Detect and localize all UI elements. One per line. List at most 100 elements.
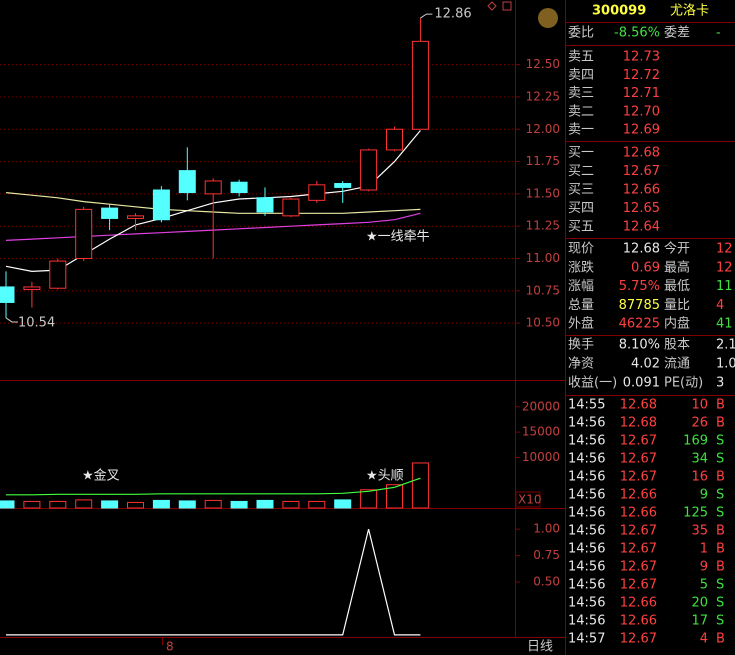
- panel-text: S: [716, 434, 724, 449]
- panel-text: 12.66: [620, 596, 657, 611]
- y-tick-label: 1.00: [533, 522, 560, 536]
- panel-text: 26: [691, 416, 708, 431]
- panel-text: 12.68: [620, 398, 657, 413]
- panel-text: 12.65: [623, 201, 660, 216]
- panel-text: 净资: [568, 357, 594, 372]
- panel-text: 12.64: [623, 220, 660, 235]
- volume-bar: [256, 499, 274, 509]
- panel-text: 现价: [568, 242, 594, 257]
- panel-text: B: [716, 560, 725, 575]
- panel-text: 14:56: [568, 524, 605, 539]
- panel-text: 14:57: [568, 632, 605, 647]
- logo: [538, 8, 558, 28]
- panel-text: 12.70: [623, 104, 660, 119]
- panel-text: 卖二: [568, 104, 594, 119]
- panel-text: 11: [716, 279, 733, 294]
- volume-bar: [204, 499, 222, 509]
- high-label: 12.86: [434, 7, 471, 22]
- panel-text: 8.10%: [619, 338, 660, 353]
- panel-text: 4.02: [631, 357, 660, 372]
- candle-body: [334, 183, 352, 188]
- panel-text: 14:56: [568, 470, 605, 485]
- y-tick-label: 12.25: [526, 89, 560, 103]
- panel-text: 12: [716, 260, 733, 275]
- panel-text: 14:56: [568, 452, 605, 467]
- panel-text: 最低: [664, 279, 690, 294]
- high-pointer: [420, 13, 433, 19]
- panel-text: 0.091: [623, 376, 660, 391]
- volume-bar: [127, 501, 144, 509]
- panel-text: 卖四: [568, 68, 594, 83]
- volume-bar: [0, 500, 15, 509]
- panel-text: 12.68: [623, 242, 660, 257]
- panel-text: PE(动): [664, 376, 703, 391]
- panel-text: 4: [700, 632, 708, 647]
- panel-text: 14:56: [568, 560, 605, 575]
- panel-text: B: [716, 470, 725, 485]
- y-tick-label: 11.50: [526, 186, 560, 200]
- panel-text: B: [716, 524, 725, 539]
- panel-text: 125: [683, 506, 708, 521]
- panel-text: 1: [700, 542, 708, 557]
- panel-text: B: [716, 632, 725, 647]
- panel-text: B: [716, 416, 725, 431]
- y-tick-label: 11.25: [526, 219, 560, 233]
- panel-text: 2.1: [716, 338, 735, 353]
- panel-text: 外盘: [568, 316, 594, 332]
- window-icon[interactable]: [502, 1, 512, 11]
- candle-body: [0, 286, 15, 303]
- panel-text: 10: [691, 398, 708, 413]
- panel-text: 股本: [664, 338, 690, 353]
- candle-body: [204, 180, 222, 195]
- panel-text: 12.71: [623, 86, 660, 101]
- panel-text: 17: [691, 614, 708, 629]
- panel-text: 12.67: [620, 470, 657, 485]
- annotation: ★头顺: [366, 469, 404, 484]
- panel-text: 换手: [568, 338, 594, 353]
- volume-bar: [360, 489, 378, 509]
- panel-text: 买五: [568, 220, 594, 235]
- period-label[interactable]: 日线: [527, 640, 553, 655]
- y-tick-label: 0.75: [533, 548, 560, 562]
- y-tick-label: 20000: [522, 399, 560, 413]
- panel-text: 内盘: [664, 316, 690, 332]
- volume-bar: [411, 462, 429, 509]
- panel-text: 量比: [664, 298, 690, 313]
- panel-text: B: [716, 398, 725, 413]
- panel-text: 12.66: [623, 183, 660, 198]
- low-label: 10.54: [18, 315, 55, 330]
- panel-text: 买四: [568, 201, 594, 216]
- volume-bar: [23, 500, 41, 509]
- panel-text: 87785: [619, 298, 660, 313]
- volume-bar: [101, 500, 119, 509]
- y-tick-label: 11.00: [526, 251, 560, 265]
- panel-text: 12.67: [620, 434, 657, 449]
- panel-text: 委差: [664, 26, 690, 41]
- panel-text: 12.67: [620, 632, 657, 647]
- panel-text: 12.66: [620, 614, 657, 629]
- panel-text: S: [716, 488, 724, 503]
- volume-bar: [49, 500, 67, 509]
- panel-text: 14:56: [568, 542, 605, 557]
- candle-body: [101, 207, 119, 219]
- unit-label: X10: [518, 493, 542, 507]
- panel-text: 4: [716, 298, 724, 313]
- window-icon[interactable]: [487, 1, 497, 11]
- panel-text: S: [716, 506, 724, 521]
- panel-text: 涨跌: [568, 259, 594, 275]
- volume-bar: [178, 500, 196, 509]
- panel-text: 今开: [664, 241, 690, 257]
- panel-text: 12.72: [623, 68, 660, 83]
- panel-text: 最高: [664, 259, 690, 275]
- panel-text: S: [716, 578, 724, 593]
- volume-bar: [152, 499, 170, 509]
- low-pointer: [5, 317, 18, 323]
- volume-average: [6, 477, 421, 496]
- panel-text: 3: [716, 376, 724, 391]
- panel-text: 14:56: [568, 434, 605, 449]
- panel-text: 5.75%: [619, 279, 660, 294]
- panel-text: 涨幅: [568, 279, 594, 294]
- panel-text: S: [716, 614, 724, 629]
- panel-text: 流通: [664, 357, 690, 372]
